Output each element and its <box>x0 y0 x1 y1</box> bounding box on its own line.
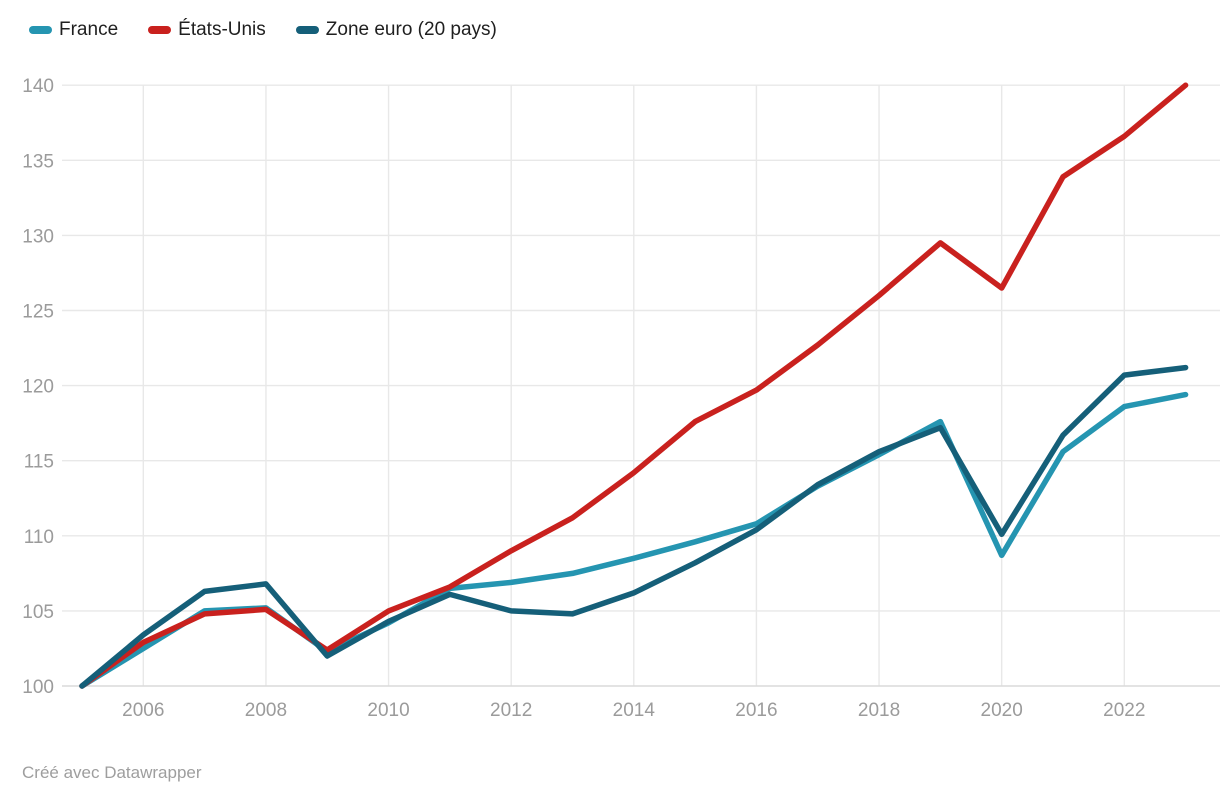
legend-item-zone-euro: Zone euro (20 pays) <box>295 19 497 41</box>
x-tick-label: 2014 <box>613 700 656 721</box>
x-tick-label: 2010 <box>367 700 409 721</box>
x-tick-label: 2006 <box>122 700 164 721</box>
x-tick-label: 2016 <box>735 700 777 721</box>
legend-label: Zone euro (20 pays) <box>325 19 497 40</box>
x-tick-label: 2008 <box>245 700 287 721</box>
legend-swatch-etats-unis <box>148 26 172 34</box>
y-tick-label: 130 <box>22 226 54 247</box>
legend-item-etats-unis: États-Unis <box>148 19 266 41</box>
datawrapper-credit[interactable]: Créé avec Datawrapper <box>22 763 202 782</box>
legend-swatch-zone-euro <box>295 26 319 34</box>
series-line-zone-euro <box>79 364 1189 689</box>
y-tick-label: 100 <box>22 677 54 698</box>
y-axis-labels: 100 105 110 115 120 125 130 135 140 <box>22 76 54 698</box>
x-tick-label: 2020 <box>981 700 1023 721</box>
y-tick-label: 105 <box>22 602 54 623</box>
legend-swatch-france <box>29 26 52 34</box>
y-tick-label: 110 <box>24 527 54 548</box>
x-tick-label: 2012 <box>490 700 532 721</box>
y-tick-label: 115 <box>24 452 54 473</box>
x-axis-labels: 2006 2008 2010 2012 2014 2016 2018 2020 2022 <box>122 700 1145 721</box>
gridlines <box>62 84 1220 687</box>
chart-legend: France États-Unis Zone euro (20 pays) <box>29 19 497 41</box>
y-tick-label: 125 <box>22 302 54 323</box>
legend-label: France <box>59 19 119 40</box>
legend-item-france: France <box>29 19 118 41</box>
legend-label: États-Unis <box>178 19 266 40</box>
x-tick-label: 2022 <box>1103 700 1145 721</box>
series-line-etats-unis <box>79 82 1189 689</box>
x-tick-label: 2018 <box>858 700 900 721</box>
y-tick-label: 135 <box>22 151 54 172</box>
y-tick-label: 140 <box>22 76 54 97</box>
y-tick-label: 120 <box>22 377 54 398</box>
